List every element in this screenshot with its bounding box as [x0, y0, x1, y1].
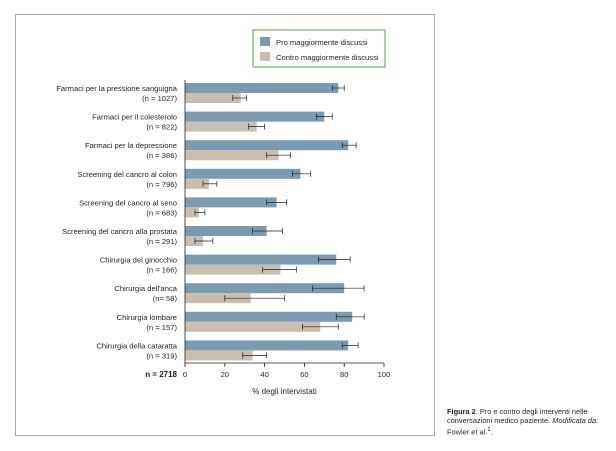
bar-1-6 — [185, 264, 281, 275]
category-n-3: (n = 796) — [146, 180, 177, 189]
caption-text: . Pro e contro degli interventi nelle co… — [447, 407, 588, 425]
category-n-9: (n = 319) — [146, 351, 177, 360]
category-n-6: (n = 166) — [146, 266, 177, 275]
category-label-5: Screening del cancro alla prostata — [62, 227, 178, 236]
figure-frame — [15, 14, 435, 436]
figure-caption: Figura 2. Pro e contro degli interventi … — [447, 407, 612, 436]
legend-swatch-0 — [260, 37, 270, 46]
x-tick-label-4: 80 — [340, 370, 348, 379]
bar-1-8 — [185, 321, 321, 332]
bar-0-3 — [185, 168, 301, 179]
x-tick-label-0: 0 — [183, 370, 187, 379]
bar-0-6 — [185, 254, 337, 265]
caption-end: . — [490, 427, 493, 437]
caption-label: Figura 2 — [447, 407, 476, 416]
bar-0-9 — [185, 340, 349, 351]
category-n-8: (n = 157) — [146, 323, 177, 332]
x-tick-label-2: 40 — [260, 370, 268, 379]
legend-swatch-1 — [260, 52, 270, 61]
category-n-4: (n = 683) — [146, 208, 177, 217]
category-label-1: Farmaci per il colesterolo — [92, 113, 177, 122]
category-label-3: Screening del cancro al colon — [77, 170, 177, 179]
bar-0-4 — [185, 197, 277, 208]
category-n-7: (n= 58) — [153, 294, 178, 303]
bar-1-0 — [185, 93, 241, 103]
category-n-1: (n = 822) — [146, 123, 177, 132]
bar-1-2 — [185, 150, 279, 161]
bar-0-8 — [185, 311, 353, 322]
caption-source: : Fowler et al. — [447, 416, 599, 437]
category-label-9: Chirurgia della cataratta — [96, 341, 177, 350]
bar-1-3 — [185, 178, 209, 189]
caption-modified-label: Modificata da — [552, 416, 597, 425]
bar-1-1 — [185, 121, 257, 132]
bar-1-4 — [185, 207, 199, 218]
bar-0-7 — [185, 283, 345, 294]
category-n-2: (n = 386) — [146, 151, 177, 160]
category-n-0: (n = 1027) — [142, 94, 177, 103]
category-label-7: Chirurgia dell'anca — [114, 284, 177, 293]
bar-0-2 — [185, 140, 349, 151]
total-n-label: n = 2718 — [145, 370, 177, 379]
legend-box — [252, 29, 386, 68]
legend-label-0: Pro maggiormente discussi — [276, 38, 368, 47]
category-label-8: Chirurgia lombare — [117, 313, 177, 322]
category-n-5: (n = 291) — [146, 237, 177, 246]
category-label-0: Farmaci per la pressione sanguigna — [56, 84, 177, 93]
category-label-6: Chirurgia del ginocchio — [100, 256, 177, 265]
bar-0-5 — [185, 226, 267, 236]
x-tick-label-1: 20 — [221, 370, 229, 379]
legend-label-1: Contro maggiormente discussi — [276, 53, 379, 62]
caption-ref: 1 — [487, 426, 491, 433]
category-label-2: Farmaci per la depressione — [85, 141, 177, 150]
x-axis-title: % degli intervistati — [252, 387, 317, 396]
x-tick-label-3: 60 — [300, 370, 308, 379]
bar-0-0 — [185, 83, 339, 93]
category-label-4: Screening del cancro al seno — [79, 198, 177, 207]
x-tick-label-5: 100 — [378, 370, 391, 379]
bar-1-9 — [185, 350, 253, 361]
bar-1-5 — [185, 236, 203, 246]
bar-0-1 — [185, 111, 325, 122]
bar-1-7 — [185, 293, 251, 304]
